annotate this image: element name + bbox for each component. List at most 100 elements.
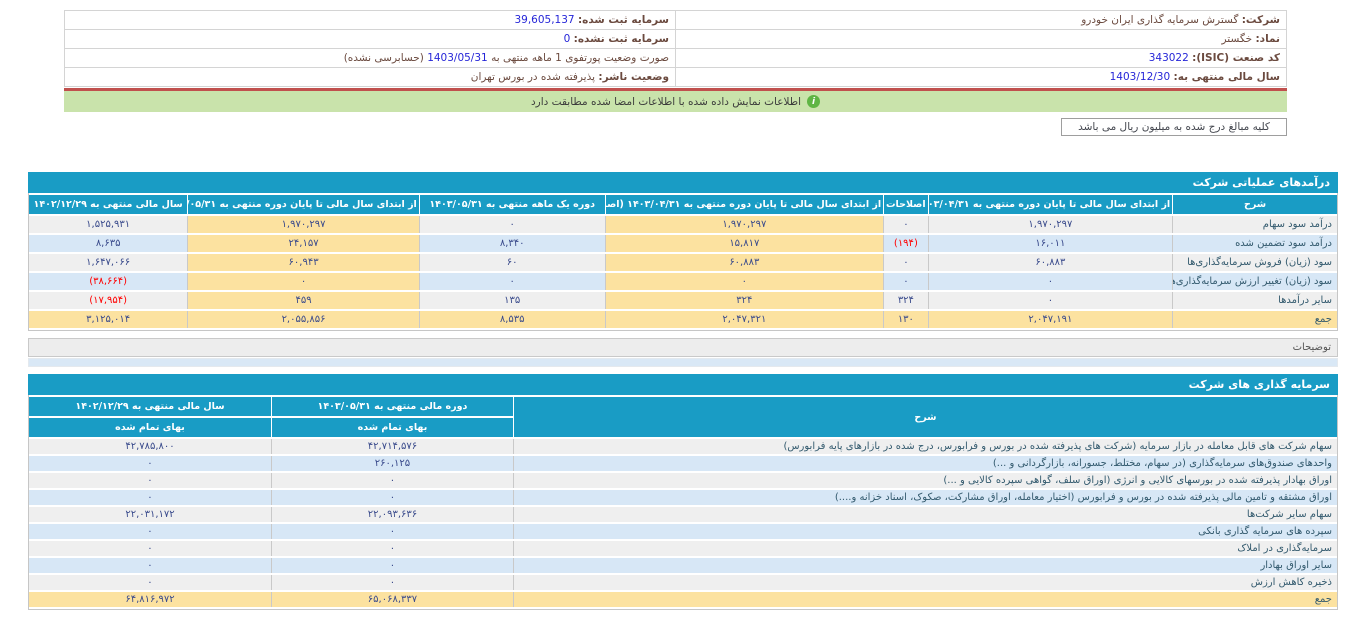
subheader-cost-period: بهای تمام شده bbox=[270, 418, 513, 437]
symbol-label: نماد: bbox=[1255, 33, 1280, 45]
explanations-empty-row bbox=[28, 358, 1338, 367]
unregistered-capital-label: سرمایه ثبت نشده: bbox=[573, 33, 669, 45]
isic-label: کد صنعت (ISIC): bbox=[1192, 52, 1280, 64]
row-label: ذخیره کاهش ارزش bbox=[512, 575, 1337, 590]
income-table-frame: شرح از ابتدای سال مالی تا پایان دوره منت… bbox=[28, 193, 1338, 331]
cell-value: ۶۰,۸۸۳ bbox=[604, 254, 884, 271]
investments-header-row-2: بهای تمام شده بهای تمام شده bbox=[29, 418, 1337, 437]
cell-value: ۶۵,۰۶۸,۳۳۷ bbox=[270, 592, 513, 607]
col-header-one-month: دوره یک ماهه منتهی به ۱۴۰۳/۰۵/۳۱ bbox=[418, 195, 605, 214]
cell-value-negative: (۱۷,۹۵۴) bbox=[29, 292, 188, 309]
cell-value-negative: (۱۹۴) bbox=[883, 235, 928, 252]
signature-banner: i اطلاعات نمایش داده شده با اطلاعات امضا… bbox=[64, 91, 1287, 112]
row-label: سپرده های سرمایه گذاری بانکی bbox=[512, 524, 1337, 539]
cell-value: ۱۵,۸۱۷ bbox=[604, 235, 884, 252]
company-info-table: شرکت: گسترش سرمایه گذاری ایران خودرو سرم… bbox=[64, 10, 1287, 87]
signature-banner-text: اطلاعات نمایش داده شده با اطلاعات امضا ش… bbox=[531, 95, 801, 108]
cell-value: ۶۴,۸۱۶,۹۷۲ bbox=[29, 592, 271, 607]
cell-value: ۶۰ bbox=[418, 254, 605, 271]
cell-value: ۴۵۹ bbox=[187, 292, 419, 309]
cell-value: ۱,۶۴۷,۰۶۶ bbox=[29, 254, 188, 271]
isic-cell: کد صنعت (ISIC): 343022 bbox=[675, 48, 1287, 68]
row-label: اوراق مشتقه و تامین مالی پذیرفته شده در … bbox=[512, 490, 1337, 505]
inv-row-other-companies: سهام سایر شرکت‌ها ۲۲,۰۹۳,۶۳۶ ۲۲,۰۳۱,۱۷۲ bbox=[29, 507, 1337, 522]
fiscal-year-label: سال مالی منتهی به: bbox=[1173, 71, 1281, 83]
row-label-total: جمع bbox=[1172, 311, 1337, 328]
row-label: سرمایه‌گذاری در املاک bbox=[512, 541, 1337, 556]
cell-value: ۰ bbox=[29, 473, 271, 488]
income-row-total: جمع ۲,۰۴۷,۱۹۱ ۱۳۰ ۲,۰۴۷,۳۲۱ ۸,۵۳۵ ۲,۰۵۵,… bbox=[29, 311, 1337, 328]
income-row-guaranteed-interest: درآمد سود تضمین شده ۱۶,۰۱۱ (۱۹۴) ۱۵,۸۱۷ … bbox=[29, 235, 1337, 252]
cell-value: ۱,۹۷۰,۲۹۷ bbox=[927, 216, 1173, 233]
cell-value: ۱,۹۷۰,۲۹۷ bbox=[604, 216, 884, 233]
fiscal-year-cell: سال مالی منتهی به: 1403/12/30 bbox=[675, 67, 1287, 87]
info-row: سال مالی منتهی به: 1403/12/30 وضعیت ناشر… bbox=[64, 67, 1287, 87]
report-body: درآمدهای عملیاتی شرکت شرح از ابتدای سال … bbox=[28, 172, 1338, 610]
inv-row-derivatives: اوراق مشتقه و تامین مالی پذیرفته شده در … bbox=[29, 490, 1337, 505]
company-info-section: شرکت: گسترش سرمایه گذاری ایران خودرو سرم… bbox=[64, 10, 1287, 87]
cell-value: ۲,۰۵۵,۸۵۶ bbox=[187, 311, 419, 328]
cell-value: ۱۳۵ bbox=[418, 292, 605, 309]
cell-value: ۰ bbox=[29, 456, 271, 471]
registered-capital-label: سرمایه ثبت شده: bbox=[577, 14, 669, 26]
info-row: نماد: خگستر سرمایه ثبت نشده: 0 bbox=[64, 29, 1287, 49]
company-cell: شرکت: گسترش سرمایه گذاری ایران خودرو bbox=[675, 10, 1287, 30]
cell-value: ۱,۵۲۵,۹۳۱ bbox=[29, 216, 188, 233]
row-label: اوراق بهادار پذیرفته شده در بورسهای کالا… bbox=[512, 473, 1337, 488]
cell-value: ۶۰,۹۴۳ bbox=[187, 254, 419, 271]
currency-note-box: کلیه مبالغ درج شده به میلیون ریال می باش… bbox=[1061, 118, 1287, 136]
cell-value: ۰ bbox=[29, 575, 271, 590]
info-row: کد صنعت (ISIC): 343022 صورت وضعیت پورتفو… bbox=[64, 48, 1287, 68]
row-label: سود (زیان) فروش سرمایه‌گذاری‌ها bbox=[1172, 254, 1337, 271]
inv-row-fund-units: واحدهای صندوق‌های سرمایه‌گذاری (در سهام،… bbox=[29, 456, 1337, 471]
statement-type-label: صورت وضعیت پورتفوی 1 ماهه منتهی به bbox=[491, 52, 669, 64]
col-header-prior-year: سال مالی منتهی به ۱۴۰۲/۱۲/۲۹ bbox=[29, 195, 188, 214]
investments-header-row-1: شرح دوره مالی منتهی به ۱۴۰۳/۰۵/۳۱ سال ما… bbox=[29, 397, 1337, 437]
cell-value: ۰ bbox=[270, 473, 513, 488]
registered-capital-value: 39,605,137 bbox=[514, 14, 575, 26]
cell-value: ۰ bbox=[270, 558, 513, 573]
col-header-ytd-0431-adjusted: از ابتدای سال مالی تا پایان دوره منتهی ب… bbox=[604, 195, 884, 214]
cell-value: ۰ bbox=[418, 216, 605, 233]
col-header-ytd-0531: از ابتدای سال مالی تا پایان دوره منتهی ب… bbox=[187, 195, 419, 214]
row-label: درآمد سود سهام bbox=[1172, 216, 1337, 233]
cell-value: ۲۲,۰۹۳,۶۳۶ bbox=[270, 507, 513, 522]
cell-value: ۰ bbox=[927, 273, 1173, 290]
row-label-total: جمع bbox=[512, 592, 1337, 607]
cell-value: ۰ bbox=[270, 541, 513, 556]
inv-row-real-estate: سرمایه‌گذاری در املاک ۰ ۰ bbox=[29, 541, 1337, 556]
col-header-year: سال مالی منتهی به ۱۴۰۲/۱۲/۲۹ bbox=[29, 397, 271, 416]
cell-value: ۰ bbox=[270, 524, 513, 539]
company-label: شرکت: bbox=[1241, 14, 1280, 26]
symbol-value: خگستر bbox=[1221, 33, 1253, 45]
statement-type-suffix: (حسابرسی نشده) bbox=[343, 52, 424, 64]
unregistered-capital-value: 0 bbox=[563, 33, 571, 45]
subheader-cost-year: بهای تمام شده bbox=[29, 418, 271, 437]
registered-capital-cell: سرمایه ثبت شده: 39,605,137 bbox=[64, 10, 676, 30]
cell-value: ۲,۰۴۷,۳۲۱ bbox=[604, 311, 884, 328]
cell-value: ۰ bbox=[604, 273, 884, 290]
col-header-period: دوره مالی منتهی به ۱۴۰۳/۰۵/۳۱ bbox=[270, 397, 513, 416]
inv-row-total: جمع ۶۵,۰۶۸,۳۳۷ ۶۴,۸۱۶,۹۷۲ bbox=[29, 592, 1337, 607]
cell-value: ۴۲,۷۸۵,۸۰۰ bbox=[29, 439, 271, 454]
cell-value: ۱۶,۰۱۱ bbox=[927, 235, 1173, 252]
income-row-sale-gain: سود (زیان) فروش سرمایه‌گذاری‌ها ۶۰,۸۸۳ ۰… bbox=[29, 254, 1337, 271]
unregistered-capital-cell: سرمایه ثبت نشده: 0 bbox=[64, 29, 676, 49]
cell-value: ۰ bbox=[883, 273, 928, 290]
cell-value: ۲۶۰,۱۲۵ bbox=[270, 456, 513, 471]
cell-value: ۸,۳۴۰ bbox=[418, 235, 605, 252]
cell-value: ۰ bbox=[418, 273, 605, 290]
col-header-ytd-0431: از ابتدای سال مالی تا پایان دوره منتهی ب… bbox=[927, 195, 1173, 214]
company-value: گسترش سرمایه گذاری ایران خودرو bbox=[1081, 14, 1239, 26]
row-label: درآمد سود تضمین شده bbox=[1172, 235, 1337, 252]
cell-value: ۰ bbox=[883, 254, 928, 271]
cell-value: ۰ bbox=[29, 524, 271, 539]
cell-value: ۳۲۴ bbox=[883, 292, 928, 309]
statement-type-cell: صورت وضعیت پورتفوی 1 ماهه منتهی به 1403/… bbox=[64, 48, 676, 68]
income-table-header-row: شرح از ابتدای سال مالی تا پایان دوره منت… bbox=[29, 195, 1337, 214]
row-label: واحدهای صندوق‌های سرمایه‌گذاری (در سهام،… bbox=[512, 456, 1337, 471]
cell-value: ۶۰,۸۸۳ bbox=[927, 254, 1173, 271]
info-row: شرکت: گسترش سرمایه گذاری ایران خودرو سرم… bbox=[64, 10, 1287, 30]
cell-value: ۰ bbox=[187, 273, 419, 290]
